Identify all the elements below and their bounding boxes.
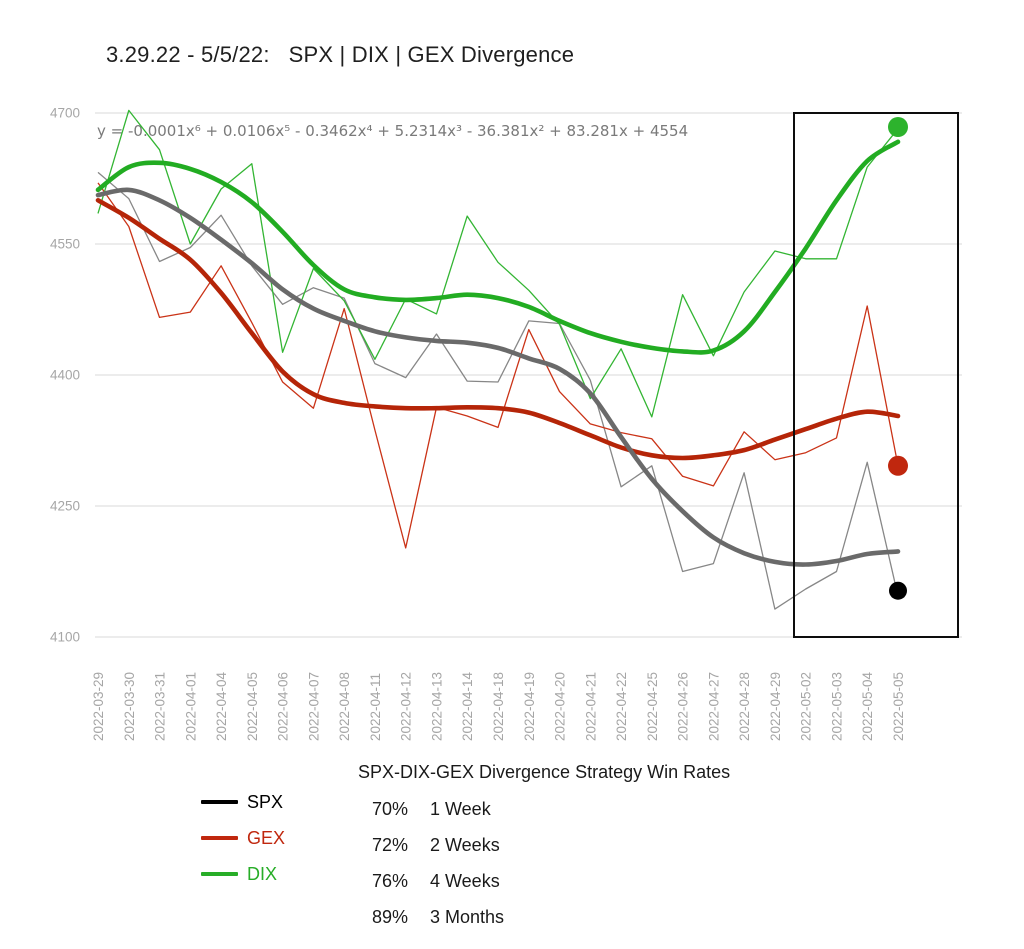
x-axis-tick-label: 2022-04-12 [399, 672, 414, 741]
x-axis-tick-label: 2022-04-18 [491, 672, 506, 741]
x-axis-tick-label: 2022-05-05 [891, 672, 906, 741]
win-rate-period: 4 Weeks [430, 870, 500, 891]
trend-line-dix [95, 139, 901, 355]
legend-label-dix: DIX [247, 863, 278, 884]
legend-swatch-dix [201, 872, 238, 876]
x-axis-tick-label: 2022-04-25 [645, 672, 660, 741]
y-axis-tick-label: 4700 [50, 106, 80, 121]
end-dot-spx [889, 581, 907, 600]
legend-label-spx: SPX [247, 791, 284, 812]
series-line-gex [97, 182, 899, 549]
win-rate-pct: 72% [372, 834, 409, 855]
trend-equation-label: y = -0.0001x⁶ + 0.0106x⁵ - 0.3462x⁴ + 5.… [97, 122, 688, 140]
x-axis-tick-label: 2022-04-01 [183, 672, 198, 741]
x-axis-tick-label: 2022-03-30 [122, 672, 137, 741]
win-rate-period: 2 Weeks [430, 834, 500, 855]
legend: SPX GEX DIX [201, 784, 285, 892]
x-axis-tick-label: 2022-03-29 [91, 672, 106, 741]
win-rates-title: SPX-DIX-GEX Divergence Strategy Win Rate… [358, 762, 731, 782]
win-rates-panel: SPX-DIX-GEX Divergence Strategy Win Rate… [358, 762, 730, 935]
trend-lines [95, 139, 901, 567]
x-axis-tick-label: 2022-04-05 [245, 672, 260, 741]
legend-item-dix: DIX [201, 856, 285, 892]
x-axis-tick-label: 2022-04-20 [553, 672, 568, 741]
x-axis-tick-label: 2022-05-03 [830, 672, 845, 741]
legend-swatch-spx [201, 800, 238, 804]
x-axis-tick-label: 2022-04-04 [214, 671, 229, 741]
x-axis-tick-label: 2022-04-14 [460, 671, 475, 741]
win-rate-row-1week: 70% 1 Week [358, 791, 730, 827]
y-axis-tick-label: 4100 [50, 630, 80, 645]
legend-swatch-gex [201, 836, 238, 840]
y-axis-labels: 4100 4250 4400 4550 4700 [50, 106, 80, 645]
x-axis-tick-label: 2022-04-27 [706, 672, 721, 741]
trend-line-spx [95, 187, 901, 567]
highlight-box [793, 112, 959, 638]
x-axis-tick-label: 2022-03-31 [153, 672, 168, 741]
x-axis-tick-label: 2022-04-21 [583, 672, 598, 741]
win-rate-pct: 76% [372, 870, 409, 891]
x-axis-tick-label: 2022-04-07 [306, 672, 321, 741]
end-dots [888, 117, 908, 600]
x-axis-tick-label: 2022-04-28 [737, 672, 752, 741]
legend-item-gex: GEX [201, 820, 285, 856]
x-axis-tick-label: 2022-04-08 [337, 672, 352, 741]
x-axis-tick-label: 2022-05-04 [860, 671, 875, 741]
trend-line-gex [95, 198, 901, 461]
x-axis-tick-label: 2022-04-26 [676, 672, 691, 741]
win-rate-pct: 89% [372, 906, 409, 927]
x-axis-labels: 2022-03-29 2022-03-30 2022-03-31 2022-04-01… [91, 671, 906, 741]
page-title: 3.29.22 - 5/5/22: SPX | DIX | GEX Diverg… [106, 42, 575, 67]
divergence-chart: 4100 4250 4400 4550 4700 2022-03-29 2022-03-30… [50, 106, 962, 741]
win-rate-pct: 70% [372, 798, 409, 819]
series-lines [97, 109, 899, 610]
end-dot-dix [888, 117, 908, 137]
legend-label-gex: GEX [247, 827, 286, 848]
win-rate-row-4weeks: 76% 4 Weeks [358, 863, 730, 899]
x-axis-tick-label: 2022-04-19 [522, 672, 537, 741]
series-line-dix [97, 109, 899, 418]
series-line-spx [97, 171, 899, 610]
y-axis-tick-label: 4550 [50, 237, 80, 252]
x-axis-tick-label: 2022-04-29 [768, 672, 783, 741]
end-dot-gex [888, 455, 908, 476]
win-rate-row-3months: 89% 3 Months [358, 899, 730, 935]
x-axis-tick-label: 2022-04-06 [276, 672, 291, 741]
legend-item-spx: SPX [201, 784, 285, 820]
x-axis-tick-label: 2022-04-13 [430, 672, 445, 741]
y-axis-tick-label: 4250 [50, 499, 80, 514]
x-axis-tick-label: 2022-04-22 [614, 672, 629, 741]
gridlines [95, 112, 962, 638]
win-rate-period: 3 Months [430, 906, 505, 927]
win-rate-row-2weeks: 72% 2 Weeks [358, 827, 730, 863]
x-axis-tick-label: 2022-04-11 [368, 673, 383, 741]
x-axis-tick-label: 2022-05-02 [799, 672, 814, 741]
win-rate-period: 1 Week [430, 798, 491, 819]
y-axis-tick-label: 4400 [50, 368, 80, 383]
